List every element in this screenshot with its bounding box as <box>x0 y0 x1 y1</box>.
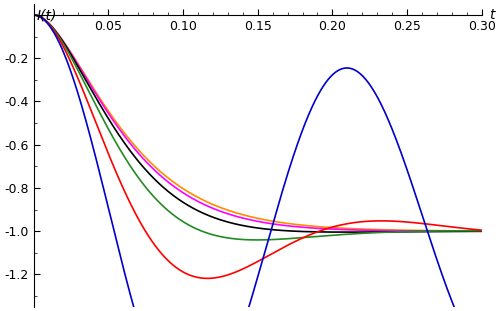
Text: I(t): I(t) <box>36 8 57 22</box>
Text: t: t <box>490 8 495 22</box>
